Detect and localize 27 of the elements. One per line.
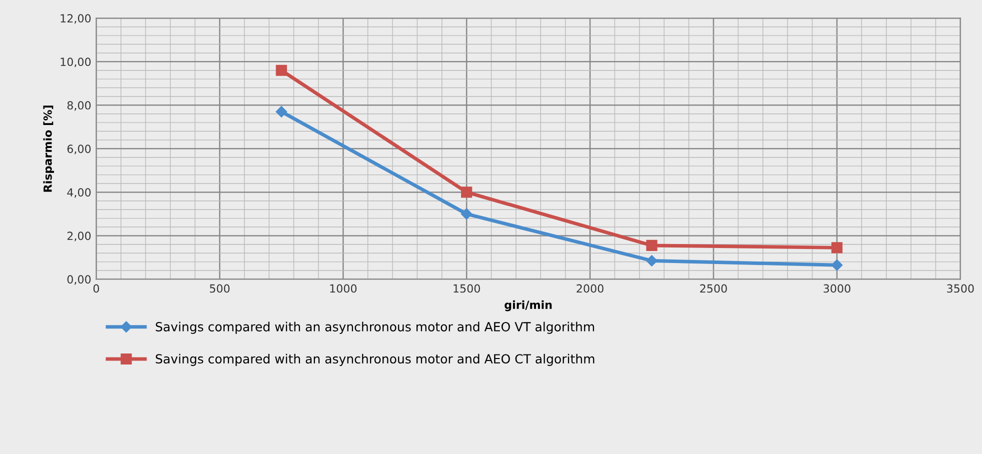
point bbox=[646, 255, 658, 266]
y-tick-label: 2,00 bbox=[67, 232, 91, 242]
point bbox=[831, 259, 843, 271]
point bbox=[461, 186, 472, 198]
x-tick-label: 1500 bbox=[454, 284, 480, 293]
legend-label: Savings compared with an asynchronous motor and AEO VT algorithm bbox=[156, 322, 594, 334]
y-tick-label: 0,00 bbox=[67, 275, 91, 285]
x-axis-title: giri/min bbox=[504, 300, 552, 312]
legend-label: Savings compared with an asynchronous motor and AEO CT algorithm bbox=[156, 354, 594, 366]
x-tick-label: 500 bbox=[210, 284, 230, 293]
x-tick-label: 3000 bbox=[824, 284, 850, 293]
x-tick-label: 2000 bbox=[576, 284, 604, 293]
y-tick-label: 4,00 bbox=[67, 188, 91, 198]
y-tick-label: 10,00 bbox=[60, 58, 91, 68]
x-tick-label: 2500 bbox=[700, 284, 727, 293]
x-tick-label: 0 bbox=[93, 284, 100, 293]
y-tick-label: 8,00 bbox=[67, 101, 91, 111]
x-tick-label: 1000 bbox=[330, 284, 357, 293]
y-tick-label: 6,00 bbox=[67, 144, 91, 154]
point bbox=[276, 106, 288, 118]
point bbox=[646, 240, 658, 252]
point bbox=[276, 64, 287, 76]
point bbox=[460, 208, 472, 220]
y-axis-title: Risparmio [%] bbox=[43, 106, 54, 192]
point bbox=[831, 242, 842, 254]
y-tick-label: 12,00 bbox=[60, 14, 91, 24]
x-tick-label: 3500 bbox=[947, 284, 974, 293]
